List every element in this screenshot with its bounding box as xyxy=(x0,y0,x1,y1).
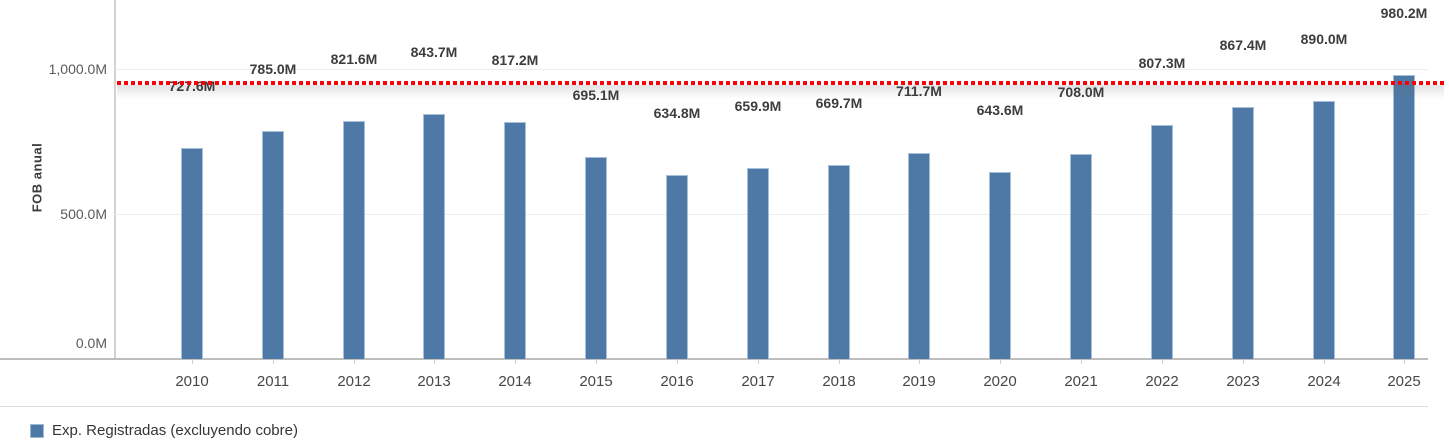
legend-separator-line xyxy=(0,406,1428,407)
x-tick-mark xyxy=(354,359,355,364)
bar-value-label-2017: 659.9M xyxy=(734,98,782,114)
y-tick-label: 0.0M xyxy=(75,335,107,351)
bar-2021[interactable] xyxy=(1070,154,1092,359)
x-tick-label-2024: 2024 xyxy=(1307,373,1341,390)
legend-item-label: Exp. Registradas (excluyendo cobre) xyxy=(52,422,298,439)
bar-2017[interactable] xyxy=(747,168,769,359)
bar-2010[interactable] xyxy=(181,148,203,359)
x-tick-mark xyxy=(677,359,678,364)
x-tick-mark xyxy=(434,359,435,364)
bar-value-label-2011: 785.0M xyxy=(249,61,297,77)
x-tick-mark xyxy=(758,359,759,364)
x-tick-mark xyxy=(273,359,274,364)
bar-value-label-2022: 807.3M xyxy=(1138,55,1186,71)
bar-value-label-2018: 669.7M xyxy=(815,95,863,111)
x-tick-mark xyxy=(839,359,840,364)
reference-line xyxy=(117,81,1444,85)
x-tick-label-2015: 2015 xyxy=(579,373,613,390)
bar-2022[interactable] xyxy=(1151,125,1173,359)
bar-value-label-2023: 867.4M xyxy=(1219,37,1267,53)
x-tick-label-2016: 2016 xyxy=(660,373,694,390)
bar-2023[interactable] xyxy=(1232,107,1254,359)
bar-2012[interactable] xyxy=(343,121,365,359)
y-axis-line xyxy=(114,0,116,359)
x-tick-label-2010: 2010 xyxy=(175,373,209,390)
x-tick-label-2019: 2019 xyxy=(902,373,936,390)
x-tick-mark xyxy=(1324,359,1325,364)
x-tick-mark xyxy=(919,359,920,364)
bar-value-label-2012: 821.6M xyxy=(330,51,378,67)
y-tick-label: 1,000.0M xyxy=(48,61,107,77)
bar-2011[interactable] xyxy=(262,131,284,359)
bar-2015[interactable] xyxy=(585,157,607,359)
x-tick-mark xyxy=(596,359,597,364)
x-axis-line xyxy=(0,358,1428,360)
legend-item-exp-registradas[interactable]: Exp. Registradas (excluyendo cobre) xyxy=(30,422,298,440)
bar-2016[interactable] xyxy=(666,175,688,359)
x-tick-label-2021: 2021 xyxy=(1064,373,1098,390)
legend-color-swatch xyxy=(30,424,44,438)
bar-2024[interactable] xyxy=(1313,101,1335,359)
bar-2019[interactable] xyxy=(908,153,930,359)
reference-line-shadow xyxy=(117,85,1444,99)
x-tick-label-2012: 2012 xyxy=(337,373,371,390)
gridline-500.0M xyxy=(115,214,1428,215)
x-tick-mark xyxy=(1162,359,1163,364)
x-tick-mark xyxy=(192,359,193,364)
bar-value-label-2014: 817.2M xyxy=(491,52,539,68)
gridline-1,000.0M xyxy=(115,69,1428,70)
x-tick-label-2022: 2022 xyxy=(1145,373,1179,390)
x-tick-label-2018: 2018 xyxy=(822,373,856,390)
bar-value-label-2013: 843.7M xyxy=(410,44,458,60)
x-tick-label-2020: 2020 xyxy=(983,373,1017,390)
bar-value-label-2016: 634.8M xyxy=(653,105,701,121)
bar-2025[interactable] xyxy=(1393,75,1415,359)
bar-value-label-2015: 695.1M xyxy=(572,87,620,103)
bar-2018[interactable] xyxy=(828,165,850,359)
x-tick-label-2013: 2013 xyxy=(417,373,451,390)
x-tick-label-2025: 2025 xyxy=(1387,373,1421,390)
bar-value-label-2021: 708.0M xyxy=(1057,84,1105,100)
x-tick-mark xyxy=(515,359,516,364)
x-tick-label-2011: 2011 xyxy=(256,373,290,390)
bar-2013[interactable] xyxy=(423,114,445,359)
x-tick-mark xyxy=(1081,359,1082,364)
x-tick-label-2023: 2023 xyxy=(1226,373,1260,390)
x-tick-mark xyxy=(1000,359,1001,364)
bar-2014[interactable] xyxy=(504,122,526,359)
bar-value-label-2025: 980.2M xyxy=(1380,5,1428,21)
x-tick-label-2014: 2014 xyxy=(498,373,532,390)
bar-value-label-2019: 711.7M xyxy=(896,83,942,99)
x-tick-mark xyxy=(1404,359,1405,364)
bar-value-label-2024: 890.0M xyxy=(1300,31,1348,47)
bar-value-label-2020: 643.6M xyxy=(976,102,1024,118)
x-tick-label-2017: 2017 xyxy=(741,373,775,390)
bar-2020[interactable] xyxy=(989,172,1011,359)
y-tick-label: 500.0M xyxy=(60,206,107,222)
x-tick-mark xyxy=(1243,359,1244,364)
